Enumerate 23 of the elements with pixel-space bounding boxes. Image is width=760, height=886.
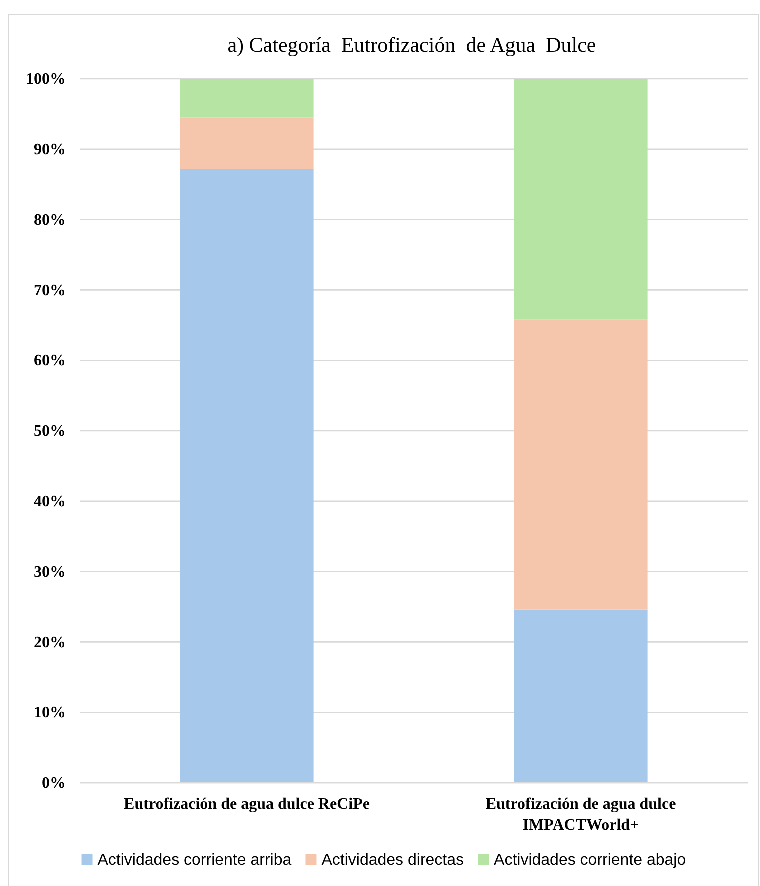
bar <box>514 79 648 320</box>
y-tick-label: 80% <box>34 212 66 229</box>
bar <box>180 169 314 783</box>
y-tick-label: 60% <box>34 352 66 370</box>
y-tick-label: 30% <box>34 564 66 581</box>
y-tick-label: 90% <box>34 142 66 159</box>
y-tick-label: 40% <box>34 494 66 511</box>
legend-label: Actividades corriente arriba <box>98 852 292 869</box>
bar <box>180 118 314 170</box>
x-tick-label: Eutrofización de agua dulce ReCiPe <box>124 796 370 813</box>
y-tick-label: 50% <box>34 423 66 440</box>
y-tick-label: 0% <box>42 775 66 792</box>
legend-label: Actividades corriente abajo <box>494 852 686 869</box>
y-tick-label: 100% <box>26 71 66 88</box>
y-tick-label: 70% <box>34 282 66 300</box>
bar <box>514 320 648 610</box>
legend-label: Actividades directas <box>322 852 464 869</box>
y-tick-label: 10% <box>34 704 66 722</box>
bar <box>180 79 314 118</box>
chart-title: a) Categoría Eutrofización de Agua Dulce <box>228 33 596 57</box>
y-tick-label: 20% <box>34 634 66 652</box>
bar <box>514 610 648 783</box>
x-tick-label: Eutrofización de agua dulce IMPACTWorld+ <box>486 796 676 834</box>
